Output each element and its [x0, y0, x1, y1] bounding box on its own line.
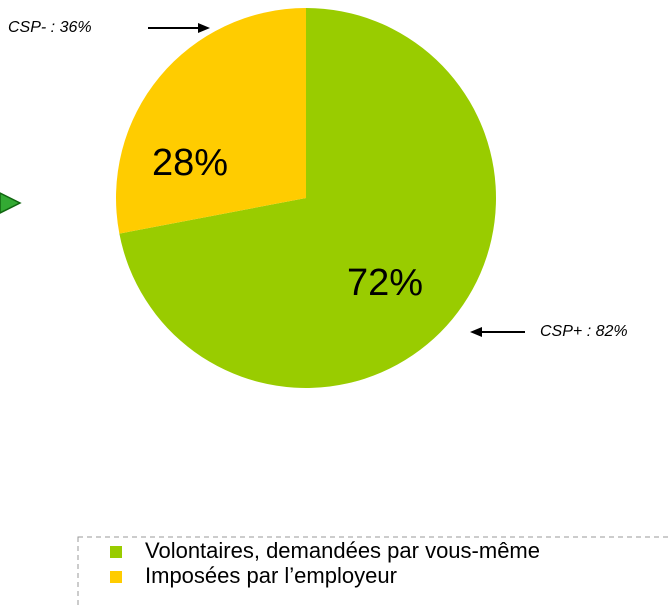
pie-slice — [119, 8, 496, 388]
pie-slice — [116, 8, 306, 234]
legend-swatch — [110, 546, 122, 558]
legend-swatch — [110, 571, 122, 583]
value-label: 72% — [347, 262, 423, 304]
annotation: CSP+ : 82% — [540, 323, 628, 340]
arrow-head — [470, 327, 482, 337]
legend-label: Imposées par l’employeur — [145, 563, 397, 588]
arrow-shape — [0, 192, 22, 214]
legend-label: Volontaires, demandées par vous-même — [145, 538, 540, 563]
value-label: 28% — [152, 142, 228, 184]
arrow-head — [198, 23, 210, 33]
legend-box — [77, 536, 672, 608]
annotation: CSP- : 36% — [8, 19, 92, 36]
